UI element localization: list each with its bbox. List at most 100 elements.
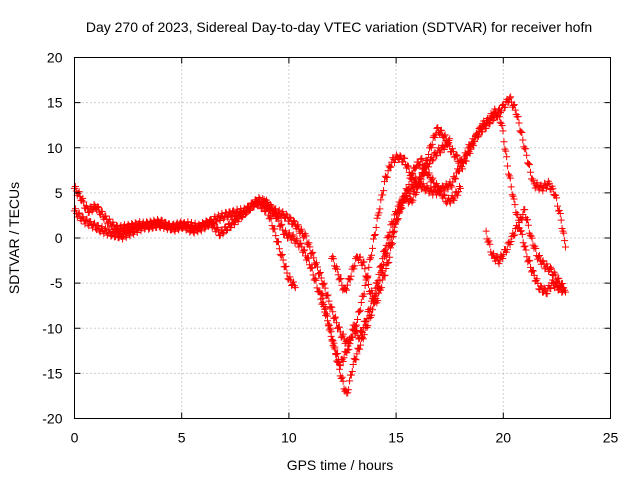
data-point — [364, 322, 372, 330]
data-point — [90, 200, 98, 208]
data-point — [98, 223, 106, 231]
data-point — [351, 262, 359, 270]
data-point — [83, 204, 91, 212]
data-point — [372, 224, 380, 232]
data-point — [521, 206, 529, 213]
data-point — [368, 311, 376, 319]
data-point — [275, 245, 283, 253]
data-point — [321, 284, 329, 292]
data-point — [349, 360, 357, 368]
data-point — [329, 308, 337, 316]
data-point — [444, 185, 452, 193]
data-point — [346, 336, 354, 344]
data-point — [323, 317, 331, 325]
data-point — [352, 356, 360, 364]
data-point — [326, 324, 334, 332]
data-point — [418, 154, 426, 162]
data-point — [371, 284, 379, 292]
data-point — [380, 247, 388, 255]
data-point — [403, 186, 411, 194]
data-point — [550, 268, 558, 276]
y-tick-label: -15 — [42, 365, 62, 381]
x-tick-label: 20 — [496, 430, 512, 446]
data-point — [511, 231, 519, 239]
data-point — [400, 196, 408, 204]
data-point — [523, 151, 531, 159]
data-point — [353, 350, 361, 358]
data-point — [206, 216, 214, 224]
y-tick-label: 20 — [47, 50, 63, 66]
data-point — [500, 138, 508, 146]
data-point — [360, 258, 368, 266]
data-point — [80, 198, 88, 206]
data-point — [324, 291, 332, 299]
data-point — [517, 227, 525, 235]
data-point — [109, 227, 117, 235]
data-point — [515, 119, 523, 127]
data-point — [519, 239, 527, 247]
data-point — [390, 223, 398, 231]
data-point — [323, 292, 331, 300]
data-point — [553, 194, 561, 202]
data-point — [378, 276, 386, 284]
data-point — [557, 216, 565, 224]
data-point — [381, 246, 389, 254]
y-tick-label: 10 — [47, 140, 63, 156]
data-point — [332, 313, 340, 321]
data-point — [359, 324, 367, 332]
data-point — [361, 281, 369, 289]
data-point — [518, 230, 526, 238]
data-point — [543, 290, 551, 298]
data-point — [486, 240, 494, 248]
x-tick-label: 15 — [388, 430, 404, 446]
data-point — [362, 318, 370, 326]
data-point — [516, 127, 524, 135]
data-point — [301, 246, 309, 254]
data-point — [266, 213, 274, 221]
data-point — [337, 275, 345, 283]
data-point — [357, 327, 365, 335]
data-point — [482, 227, 490, 235]
data-point — [311, 275, 319, 283]
data-point — [535, 252, 543, 260]
data-point — [322, 312, 330, 320]
data-point — [533, 179, 541, 187]
data-point — [382, 241, 390, 249]
data-point — [366, 307, 374, 315]
data-point — [520, 243, 528, 251]
data-point — [495, 113, 503, 121]
data-point — [309, 248, 317, 256]
data-point — [546, 263, 554, 271]
data-point — [282, 227, 290, 235]
data-point — [421, 162, 429, 170]
data-point — [388, 241, 396, 249]
data-point — [431, 134, 439, 142]
data-point — [429, 174, 437, 182]
data-point — [388, 240, 396, 248]
data-point — [354, 308, 362, 316]
data-point — [165, 220, 173, 228]
data-point — [499, 127, 507, 135]
data-point — [356, 253, 364, 261]
data-point — [506, 241, 514, 249]
data-point — [503, 153, 511, 161]
data-point — [526, 168, 534, 176]
y-tick-label: 0 — [55, 230, 63, 246]
data-point — [529, 177, 537, 185]
data-point — [272, 232, 280, 240]
data-point — [555, 274, 563, 282]
data-point — [220, 215, 228, 223]
data-point — [383, 173, 391, 181]
data-point — [509, 102, 517, 110]
data-point — [363, 273, 371, 281]
data-point — [214, 223, 222, 231]
data-point — [485, 119, 493, 127]
data-point — [293, 235, 301, 243]
data-point — [313, 263, 321, 271]
data-point — [433, 124, 441, 132]
data-point — [374, 297, 382, 305]
data-point — [525, 160, 533, 168]
data-point — [323, 310, 331, 318]
data-point — [462, 157, 470, 165]
data-point — [489, 250, 497, 258]
